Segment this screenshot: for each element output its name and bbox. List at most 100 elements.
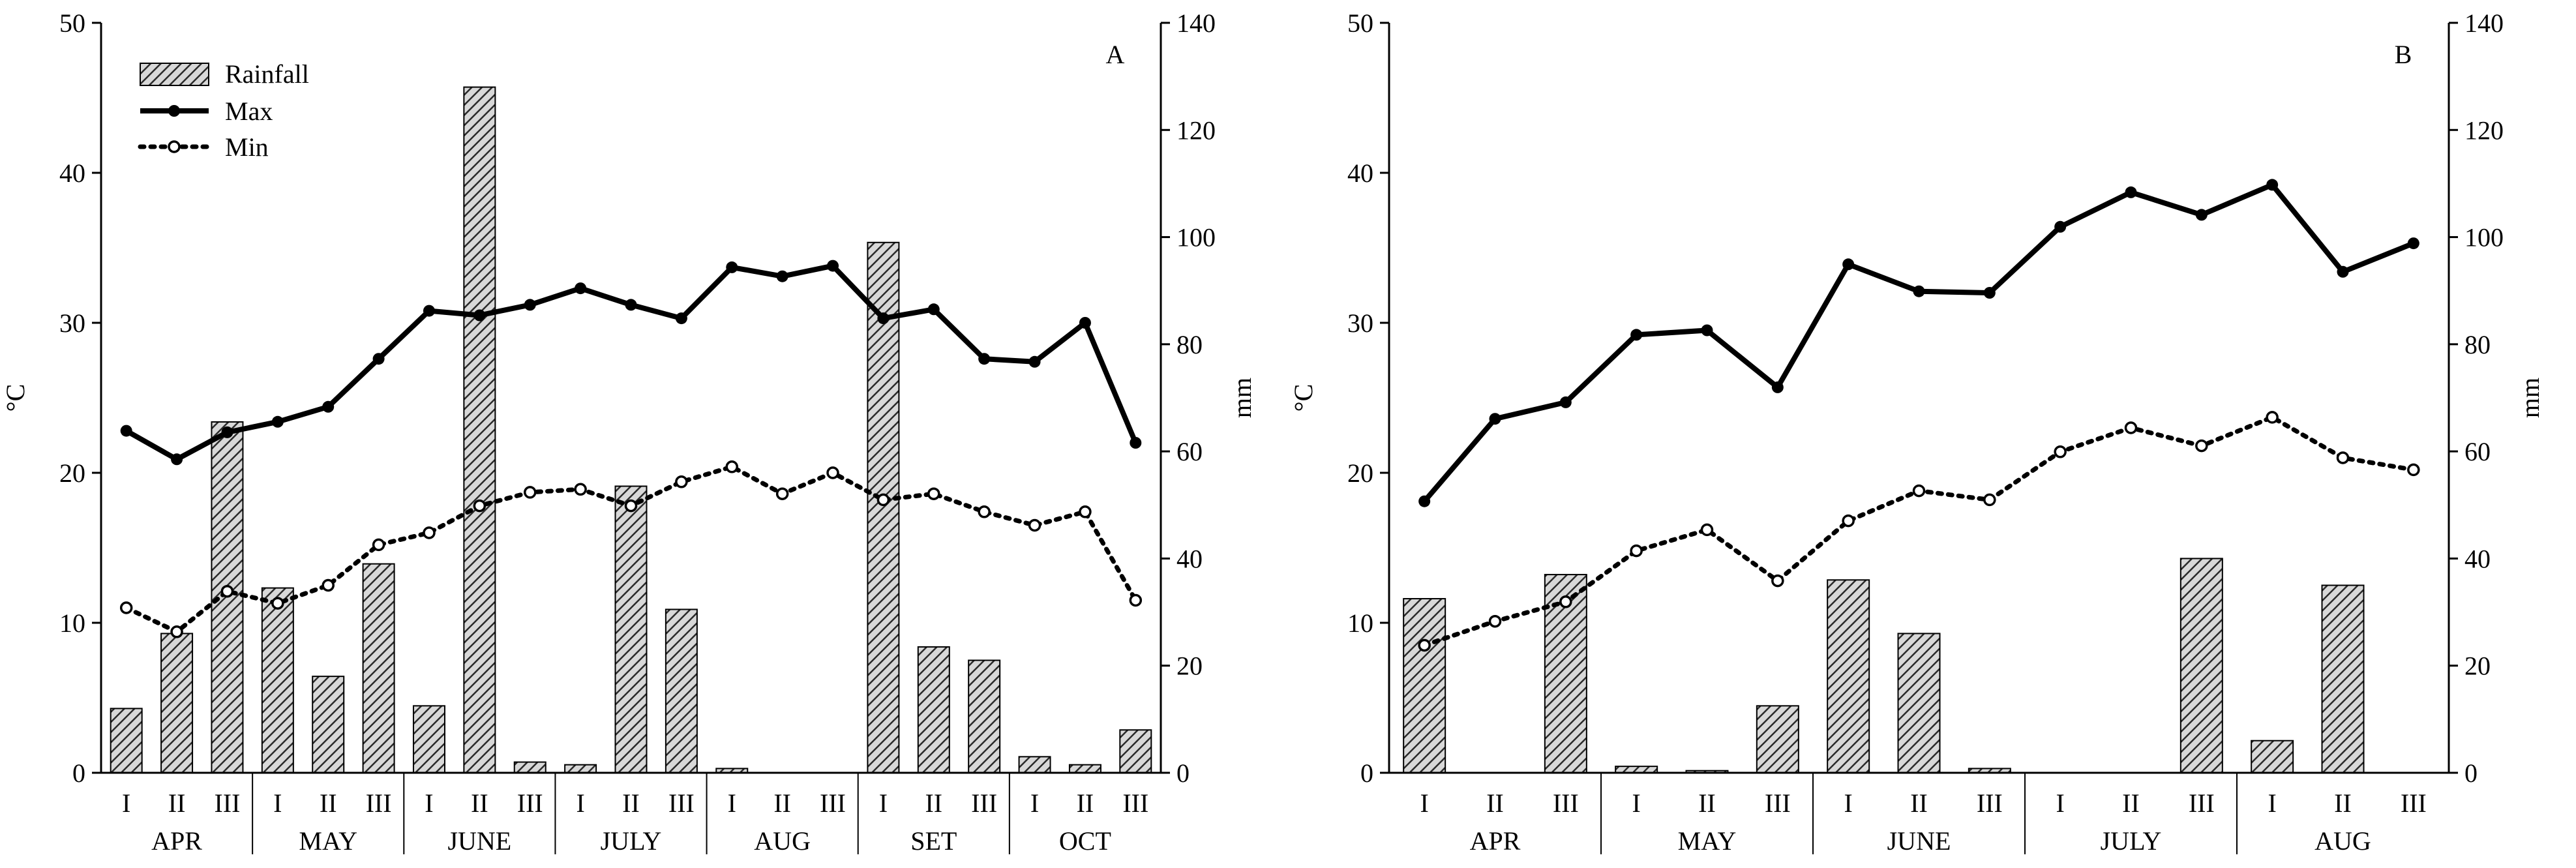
decade-tick-label: I [728, 788, 736, 818]
max-point [322, 400, 335, 413]
max-point [675, 312, 687, 325]
rainfall-bar [312, 676, 345, 773]
decade-tick-label: III [366, 788, 392, 818]
right-tick-label: 80 [2464, 330, 2491, 359]
decade-tick-label: III [517, 788, 543, 818]
max-point [372, 353, 385, 365]
min-point [1771, 574, 1784, 588]
right-tick-label: 80 [1176, 330, 1203, 359]
decade-tick-label: II [320, 788, 337, 818]
min-point [2195, 439, 2208, 453]
decade-tick-label: II [2122, 788, 2140, 818]
rainfall-bar [463, 86, 496, 774]
decade-tick-label: I [2056, 788, 2065, 818]
max-point [221, 426, 233, 438]
max-point [1028, 355, 1041, 368]
decade-tick-label: I [273, 788, 282, 818]
rainfall-bar [1897, 633, 1941, 774]
panel-label: A [1106, 40, 1125, 69]
min-point [2124, 421, 2138, 434]
left-tick-label: 50 [59, 8, 85, 38]
right-tick-label: 140 [2464, 8, 2504, 38]
decade-tick-label: I [425, 788, 433, 818]
panel-label: B [2395, 40, 2412, 69]
max-point [2195, 209, 2208, 221]
right-tick-label: 20 [2464, 651, 2491, 681]
max-point [2054, 220, 2067, 233]
rainfall-bar [2321, 584, 2365, 773]
decade-tick-label: I [1632, 788, 1641, 818]
month-label: JUNE [447, 826, 511, 856]
decade-tick-label: I [879, 788, 888, 818]
decade-tick-label: III [2401, 788, 2427, 818]
left-tick-label: 30 [1347, 308, 1373, 338]
min-point [927, 487, 940, 500]
max-point [1983, 287, 1996, 299]
min-point [826, 466, 839, 479]
rainfall-bar [1827, 579, 1870, 773]
min-point [978, 505, 991, 518]
decade-tick-label: III [1977, 788, 2003, 818]
decade-tick-label: I [1844, 788, 1853, 818]
min-point [271, 597, 284, 610]
rainfall-bar [261, 587, 294, 773]
right-axis-title: mm [2515, 378, 2545, 418]
legend-min-label: Min [225, 132, 269, 162]
decade-tick-label: III [971, 788, 997, 818]
month-label: AUG [754, 826, 811, 856]
decade-tick-label: I [576, 788, 584, 818]
rainfall-bar [412, 705, 445, 773]
decade-tick-label: I [1030, 788, 1039, 818]
max-point [877, 312, 890, 325]
max-point [1489, 413, 1501, 425]
max-point [726, 261, 738, 273]
max-point [1701, 324, 1713, 337]
max-point [2266, 179, 2279, 191]
min-point [775, 487, 789, 500]
min-point [220, 584, 234, 598]
max-point [1771, 381, 1784, 393]
min-point [1842, 514, 1855, 528]
month-label: MAY [299, 826, 357, 856]
decade-tick-label: II [773, 788, 791, 818]
month-label: OCT [1059, 826, 1111, 856]
max-point [423, 305, 435, 317]
rainfall-bar [110, 708, 143, 774]
min-point [1129, 593, 1143, 607]
left-tick-label: 40 [59, 158, 85, 188]
rainfall-bar [917, 646, 950, 774]
max-point [524, 299, 536, 311]
max-point [271, 415, 284, 428]
legend-max-label: Max [225, 97, 273, 126]
month-label: APR [151, 826, 202, 856]
right-tick-label: 40 [1176, 544, 1203, 573]
min-point [372, 538, 385, 552]
left-tick-label: 0 [72, 758, 85, 788]
max-point [171, 453, 183, 466]
min-point [1028, 518, 1041, 532]
right-tick-label: 100 [1176, 223, 1216, 252]
max-point [1913, 285, 1925, 297]
max-point [473, 309, 486, 322]
legend-rainfall-swatch [140, 63, 209, 86]
min-point [119, 601, 133, 614]
left-tick-label: 50 [1347, 8, 1373, 38]
legend-rainfall-label: Rainfall [225, 59, 309, 89]
decade-tick-label: II [471, 788, 488, 818]
max-point [1418, 495, 1431, 507]
legend-max-marker [168, 105, 180, 117]
right-tick-label: 20 [1176, 651, 1203, 681]
max-point [120, 425, 132, 437]
right-axis-title: mm [1227, 378, 1257, 418]
min-point [1418, 638, 1431, 652]
min-point [1079, 505, 1092, 518]
min-point [2407, 463, 2420, 477]
rainfall-bar [564, 764, 597, 774]
right-tick-label: 40 [2464, 544, 2491, 573]
min-point [1700, 523, 1714, 537]
rainfall-bar [362, 563, 395, 774]
right-tick-label: 60 [1176, 437, 1203, 466]
min-point [1559, 595, 1572, 608]
